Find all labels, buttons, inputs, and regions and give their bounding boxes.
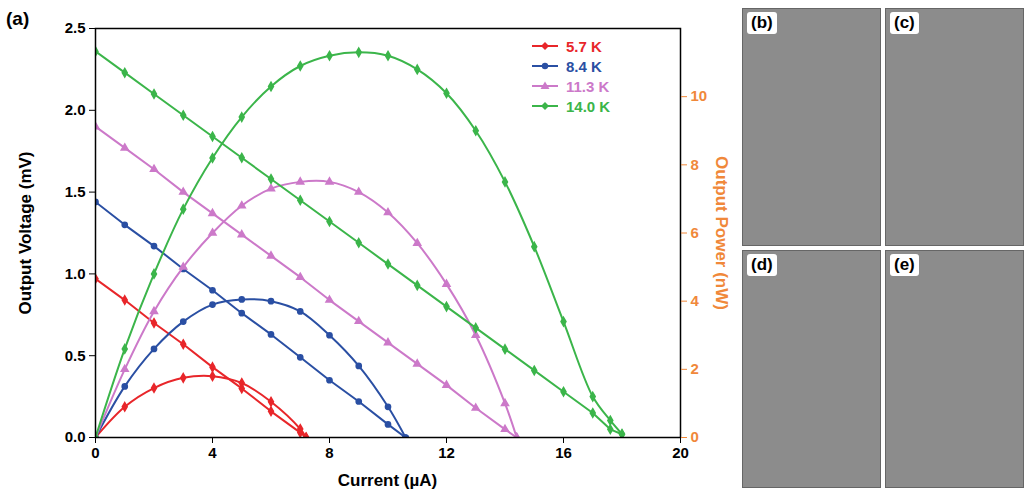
svg-text:10: 10: [691, 87, 708, 104]
svg-text:0.5: 0.5: [65, 347, 86, 364]
svg-text:1.0: 1.0: [65, 265, 86, 282]
html-text:(d): (d): [751, 255, 773, 274]
svg-text:1.5: 1.5: [65, 183, 86, 200]
html-text:Output Power (nW): Output Power (nW): [712, 155, 731, 310]
html-text:(b): (b): [751, 13, 773, 32]
html-text:(c): (c): [894, 13, 915, 32]
html-text:14.0 K: 14.0 K: [566, 97, 611, 115]
html-text:Output Voltage (mV): Output Voltage (mV): [16, 151, 35, 314]
html-text:8.4 K: 8.4 K: [566, 57, 602, 75]
svg-text:0: 0: [91, 444, 99, 461]
svg-text:2.5: 2.5: [65, 19, 86, 36]
svg-text:8: 8: [691, 156, 699, 173]
svg-text:20: 20: [672, 444, 689, 461]
svg-text:16: 16: [555, 444, 572, 461]
svg-text:12: 12: [438, 444, 455, 461]
svg-text:4: 4: [208, 444, 217, 461]
svg-text:6: 6: [691, 224, 699, 241]
html-text:Current (µA): Current (µA): [337, 471, 438, 490]
svg-text:4: 4: [691, 292, 700, 309]
svg-text:8: 8: [325, 444, 333, 461]
svg-text:0: 0: [691, 428, 699, 445]
html-text:11.3 K: 11.3 K: [566, 77, 610, 95]
svg-text:0.0: 0.0: [65, 428, 86, 445]
html-text:5.7 K: 5.7 K: [566, 37, 602, 55]
html-text:(e): (e): [894, 255, 915, 274]
svg-text:2.0: 2.0: [65, 101, 86, 118]
svg-text:2: 2: [691, 360, 699, 377]
html-text:(a): (a): [6, 8, 30, 29]
